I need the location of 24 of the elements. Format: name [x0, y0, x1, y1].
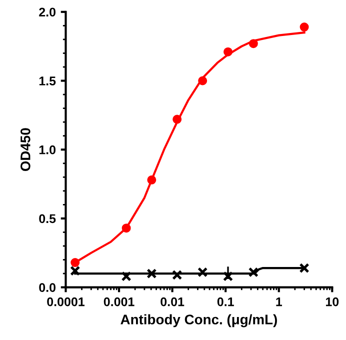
- y-tick-label: 1.5: [39, 76, 56, 86]
- x-axis-title: Antibody Conc. (μg/mL): [120, 314, 277, 328]
- x-tick-label: 0.001: [104, 297, 134, 306]
- point: [198, 267, 208, 278]
- x-tick-label: 10: [326, 297, 339, 306]
- x-tick-label: 0.01: [160, 297, 184, 306]
- point: [248, 39, 258, 48]
- x-tick-label: 0.1: [217, 297, 234, 306]
- point: [198, 76, 208, 86]
- x-tick-label: 0.0001: [47, 297, 85, 306]
- y-tick-label: 0.5: [39, 214, 56, 224]
- y-tick-label: 1.0: [39, 145, 56, 154]
- point: [172, 114, 182, 124]
- point: [146, 268, 157, 279]
- point: [248, 267, 258, 278]
- y-tick-label: 2.0: [39, 8, 56, 17]
- y-axis-title: OD450: [20, 128, 30, 172]
- point: [122, 224, 131, 233]
- y-tick-label: 0.0: [39, 283, 56, 292]
- point: [224, 47, 233, 56]
- point: [121, 271, 132, 282]
- point: [147, 175, 156, 184]
- point: [172, 270, 182, 280]
- x-tick-label: 1: [276, 297, 282, 306]
